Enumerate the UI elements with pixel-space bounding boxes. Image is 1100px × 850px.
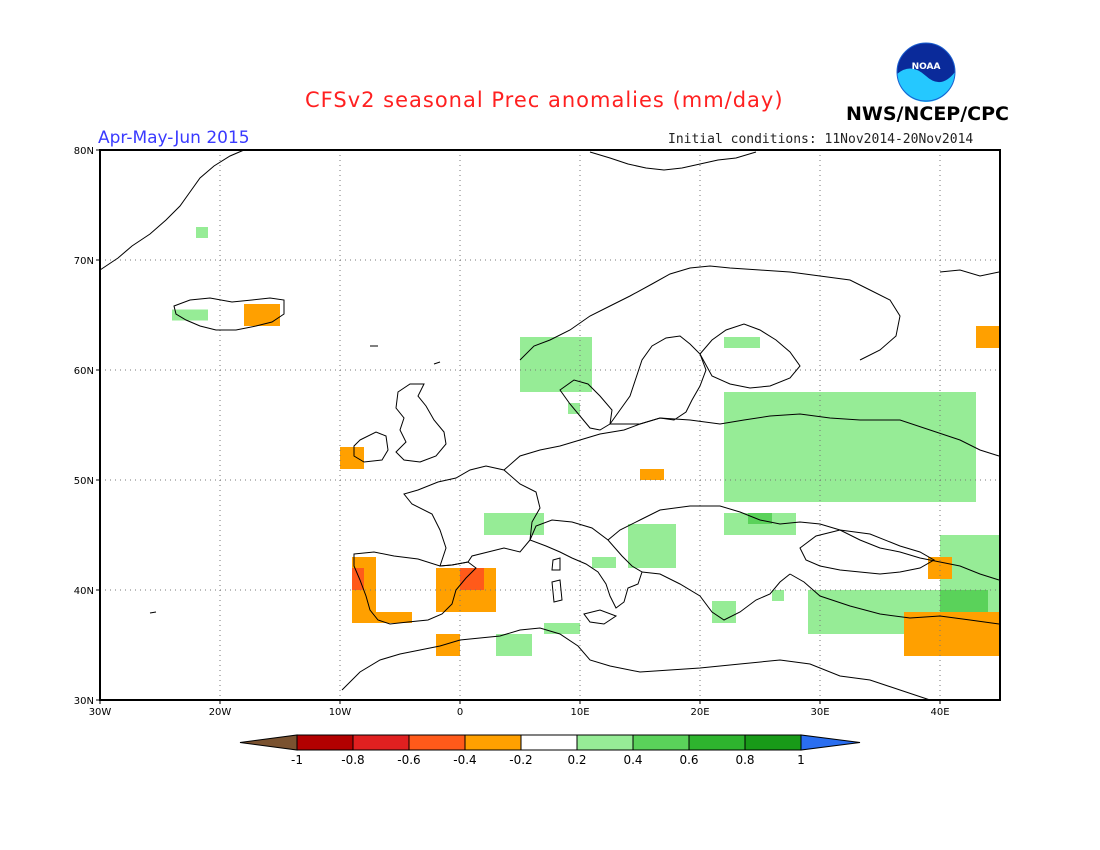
anomaly-iceland-east xyxy=(244,304,280,326)
anomaly-caucasus-dry xyxy=(928,557,952,579)
agency-label: NWS/NCEP/CPC xyxy=(846,103,1009,125)
colorbar-label: 1 xyxy=(797,753,805,767)
coastlines xyxy=(99,149,1000,701)
anomaly-poland-spot xyxy=(640,469,664,480)
colorbar-segment xyxy=(520,734,578,751)
anomaly-caucasus-core xyxy=(940,590,988,612)
lon-tick-label: 10W xyxy=(329,707,352,718)
lon-tick-label: 40E xyxy=(930,707,949,718)
map-axes: 30N 40N 50N 60N 70N 80N 30W 20W 10W 0 10E 20E 30E 40E xyxy=(74,146,1001,718)
anomaly-italy-central xyxy=(592,557,616,568)
anomaly-east-turkey-dry xyxy=(904,612,1000,656)
lat-tick-label: 60N xyxy=(74,366,94,377)
lon-tick-label: 10E xyxy=(570,707,589,718)
anomaly-norway-west xyxy=(520,337,592,392)
colorbar-left-arrow xyxy=(239,734,298,751)
chart-title: CFSv2 seasonal Prec anomalies (mm/day) xyxy=(305,88,784,112)
colorbar-segment xyxy=(744,734,802,751)
anomaly-catalonia xyxy=(460,568,484,590)
colorbar-label: 0.2 xyxy=(567,753,586,767)
anomaly-cells xyxy=(172,227,1000,656)
lon-tick-label: 20E xyxy=(690,707,709,718)
anomaly-iceland-west xyxy=(172,309,208,321)
colorbar-label: 0.6 xyxy=(679,753,698,767)
map-grid xyxy=(100,150,1000,700)
anomaly-north-africa-wet xyxy=(496,634,532,656)
anomaly-north-africa-dry xyxy=(436,634,460,656)
colorbar-label: 0.4 xyxy=(623,753,642,767)
anomaly-aegean xyxy=(772,590,784,601)
colorbar: -1 -0.8 -0.6 -0.4 -0.2 0.2 0.4 0.6 0.8 1 xyxy=(239,734,861,767)
anomaly-balkans xyxy=(628,524,676,568)
colorbar-right-arrow xyxy=(800,734,861,751)
lat-tick-label: 40N xyxy=(74,586,94,597)
anomaly-finland-east xyxy=(724,337,760,348)
colorbar-segment xyxy=(632,734,690,751)
map-frame xyxy=(99,149,1001,701)
colorbar-label: -1 xyxy=(291,753,303,767)
anomaly-tunisia-wet xyxy=(544,623,580,634)
colorbar-label: -0.2 xyxy=(509,753,532,767)
period-label: Apr-May-Jun 2015 xyxy=(98,128,250,148)
colorbar-segment xyxy=(352,734,410,751)
colorbar-label: -0.4 xyxy=(453,753,476,767)
anomaly-russia-ne-corner xyxy=(976,326,1000,348)
anomaly-hungary-core xyxy=(748,513,772,524)
lon-tick-label: 0 xyxy=(457,707,463,718)
anomaly-algarve xyxy=(376,612,412,623)
anomaly-russia-west xyxy=(724,392,976,502)
colorbar-label: 0.8 xyxy=(735,753,754,767)
lat-tick-label: 80N xyxy=(74,146,94,157)
colorbar-label: -0.8 xyxy=(341,753,364,767)
lon-tick-label: 30E xyxy=(810,707,829,718)
noaa-logo-icon: NOAA xyxy=(896,42,956,103)
colorbar-segment xyxy=(464,734,522,751)
colorbar-segment xyxy=(576,734,634,751)
colorbar-segment xyxy=(688,734,746,751)
colorbar-segment xyxy=(296,734,354,751)
anomaly-alps-north xyxy=(484,513,544,535)
initial-conditions-label: Initial conditions: 11Nov2014-20Nov2014 xyxy=(668,132,974,147)
lat-tick-label: 30N xyxy=(74,696,94,707)
anomaly-ireland-south xyxy=(340,447,364,469)
lon-tick-label: 30W xyxy=(89,707,112,718)
anomaly-svalbard-dot xyxy=(196,227,208,238)
colorbar-label: -0.6 xyxy=(397,753,420,767)
noaa-logo-text: NOAA xyxy=(912,62,941,72)
noaa-logo: NOAA xyxy=(896,42,956,103)
lat-tick-label: 50N xyxy=(74,476,94,487)
anomaly-portugal-core xyxy=(352,568,364,590)
lon-tick-label: 20W xyxy=(209,707,232,718)
lat-tick-label: 70N xyxy=(74,256,94,267)
colorbar-segment xyxy=(408,734,466,751)
